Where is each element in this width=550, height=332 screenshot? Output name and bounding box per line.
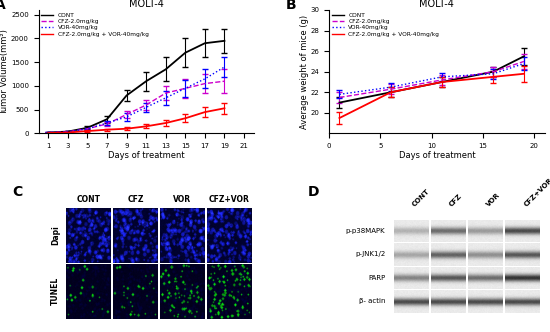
Text: D: D xyxy=(307,185,319,199)
X-axis label: Days of treatment: Days of treatment xyxy=(399,151,475,160)
Text: CONT: CONT xyxy=(411,188,431,208)
X-axis label: Days of treatment: Days of treatment xyxy=(108,151,184,160)
Text: p-JNK1/2: p-JNK1/2 xyxy=(355,252,385,258)
Text: Dapi: Dapi xyxy=(51,225,60,245)
Text: PARP: PARP xyxy=(368,275,385,281)
Text: VOR: VOR xyxy=(173,195,191,204)
Title: MOLT-4: MOLT-4 xyxy=(129,0,163,9)
Legend: CONT, CFZ-2.0mg/kg, VOR-40mg/kg, CFZ-2.0mg/kg + VOR-40mg/kg: CONT, CFZ-2.0mg/kg, VOR-40mg/kg, CFZ-2.0… xyxy=(41,13,148,37)
Text: VOR: VOR xyxy=(486,192,502,208)
Y-axis label: Average weight of mice (g): Average weight of mice (g) xyxy=(300,15,309,129)
Y-axis label: Tumor Volume(mm²): Tumor Volume(mm²) xyxy=(1,29,9,115)
Legend: CONT, CFZ-2.0mg/kg, VOR-40mg/kg, CFZ-2.0mg/kg + VOR-40mg/kg: CONT, CFZ-2.0mg/kg, VOR-40mg/kg, CFZ-2.0… xyxy=(332,13,439,37)
Text: TUNEL: TUNEL xyxy=(51,277,60,305)
Text: C: C xyxy=(13,185,23,199)
Text: β- actin: β- actin xyxy=(359,298,385,304)
Text: CFZ: CFZ xyxy=(448,193,463,208)
Text: CONT: CONT xyxy=(77,195,101,204)
Text: CFZ+VOR: CFZ+VOR xyxy=(209,195,250,204)
Title: MOLT-4: MOLT-4 xyxy=(420,0,454,9)
Text: p-p38MAPK: p-p38MAPK xyxy=(345,228,385,234)
Text: CFZ: CFZ xyxy=(128,195,144,204)
Text: A: A xyxy=(0,0,6,12)
Text: B: B xyxy=(286,0,297,12)
Text: CFZ+VOR: CFZ+VOR xyxy=(522,177,550,208)
